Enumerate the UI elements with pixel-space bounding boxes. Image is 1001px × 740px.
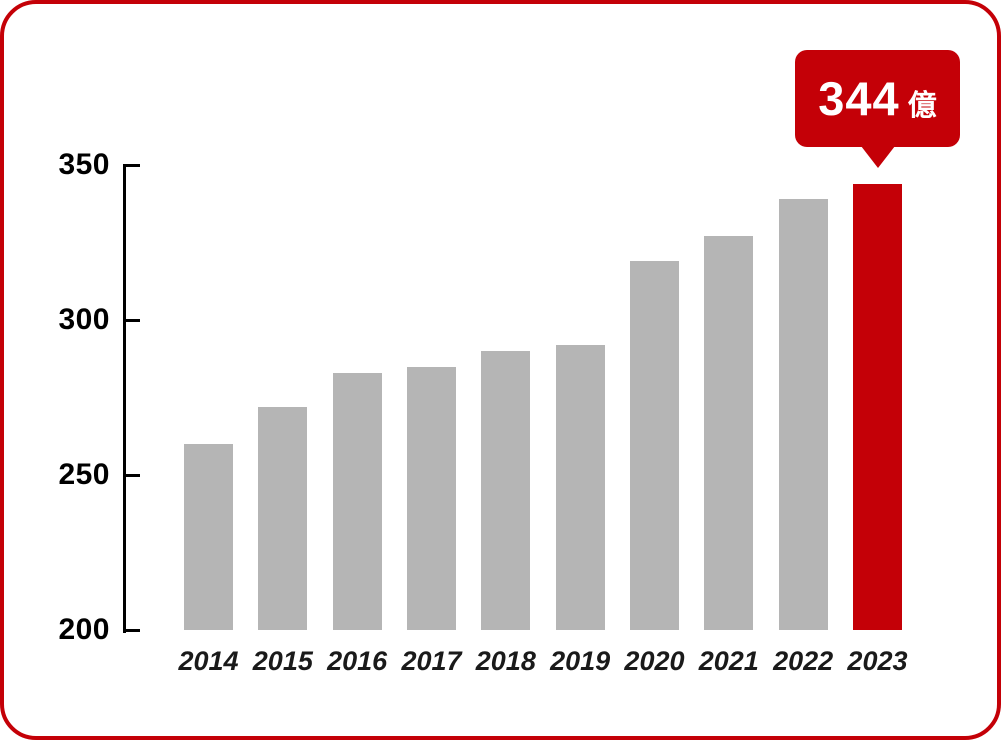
x-tick-label-2022: 2022 <box>773 646 834 676</box>
x-tick-label-2017: 2017 <box>401 646 462 676</box>
y-axis-line <box>123 165 126 633</box>
y-tick-line <box>123 629 140 632</box>
x-tick-label-2016: 2016 <box>327 646 388 676</box>
y-tick-line <box>123 164 140 167</box>
x-tick-label-2019: 2019 <box>550 646 611 676</box>
y-tick-label: 200 <box>58 613 110 646</box>
x-tick-label-2021: 2021 <box>698 646 759 676</box>
x-tick-label-2014: 2014 <box>178 646 239 676</box>
y-tick-label: 250 <box>58 458 110 491</box>
bar-2021 <box>704 236 754 630</box>
bar-2018 <box>481 351 531 630</box>
callout-arrow-icon <box>861 146 895 168</box>
bar-2016 <box>332 372 382 630</box>
bar-2017 <box>406 366 456 630</box>
x-tick-label-2023: 2023 <box>847 646 908 676</box>
callout-unit-label: 億 <box>907 90 937 122</box>
bar-highlighted-2023 <box>852 183 902 630</box>
y-tick-line <box>123 319 140 322</box>
bar-2014 <box>184 444 233 630</box>
bar-2020 <box>629 261 679 630</box>
bar-2019 <box>555 344 605 630</box>
y-tick-label: 300 <box>58 303 110 336</box>
y-tick-label: 350 <box>58 148 110 181</box>
x-tick-label-2015: 2015 <box>252 646 313 676</box>
callout-bubble: 344 億 <box>795 50 960 147</box>
bar-2022 <box>778 199 828 630</box>
bar-2015 <box>258 406 308 630</box>
y-tick-line <box>123 474 140 477</box>
x-tick-label-2020: 2020 <box>624 646 685 676</box>
x-tick-label-2018: 2018 <box>475 646 536 676</box>
callout-value: 344 <box>818 72 900 125</box>
